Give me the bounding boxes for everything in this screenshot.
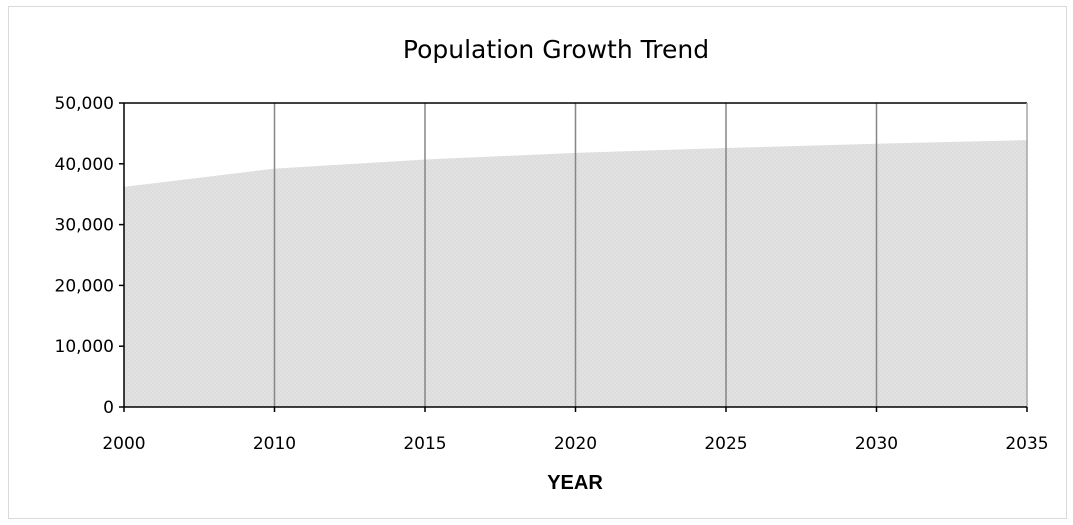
x-axis-title: YEAR — [547, 472, 603, 494]
y-tick-label: 50,000 — [55, 94, 114, 114]
x-tick-label: 2010 — [253, 434, 296, 454]
x-tick-label: 2000 — [102, 434, 145, 454]
y-tick-label: 30,000 — [55, 216, 114, 236]
x-tick-label: 2015 — [403, 434, 446, 454]
x-tick-label: 2030 — [855, 434, 898, 454]
y-tick-label: 40,000 — [55, 155, 114, 175]
y-tick-label: 20,000 — [55, 276, 114, 296]
x-axis-ticks: 2000 2010 2015 2020 2025 2030 2035 — [102, 407, 1049, 454]
x-tick-label: 2020 — [554, 434, 597, 454]
x-tick-label: 2035 — [1005, 434, 1048, 454]
y-tick-label: 10,000 — [55, 337, 114, 357]
chart-title: Population Growth Trend — [403, 35, 709, 64]
x-tick-label: 2025 — [704, 434, 747, 454]
y-axis-ticks: 0 10,000 20,000 30,000 40,000 50,000 — [55, 94, 124, 418]
plot-area — [123, 102, 1028, 408]
y-tick-label: 0 — [103, 398, 114, 418]
